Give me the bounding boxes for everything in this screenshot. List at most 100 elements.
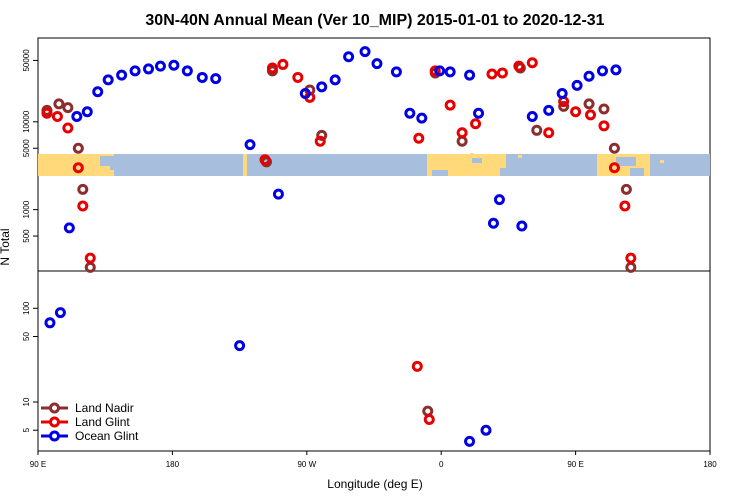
data-point [92,86,104,98]
data-point [470,118,482,130]
data-point [583,70,595,82]
data-point [181,65,193,77]
data-point [516,220,528,232]
map-water [100,156,118,166]
data-point [168,59,180,71]
map-water [250,159,262,167]
x-tick-label: 90 E [567,460,583,469]
data-point [583,98,595,110]
data-point [423,414,435,426]
data-point [625,252,637,264]
data-point [625,261,637,273]
data-point [72,162,84,174]
x-tick-label: 90 W [297,460,316,469]
data-point [416,112,428,124]
chart-title: 30N-40N Annual Mean (Ver 10_MIP) 2015-01… [145,12,604,29]
data-point [570,106,582,118]
data-point [63,222,75,234]
data-point [234,340,246,352]
data-point [62,122,74,134]
map-ocean [38,154,710,176]
data-point [62,102,74,114]
map-water [110,163,122,170]
data-point [316,81,328,93]
data-point [411,360,423,372]
y-tick-label: 50 [22,332,31,341]
map-water [616,157,636,166]
data-point [53,98,65,110]
data-point [585,109,597,121]
data-point [129,65,141,77]
x-tick-label: 90 E [30,460,46,469]
data-point [244,139,256,151]
y-tick-label: 1000 [22,200,31,218]
map-island [660,160,664,163]
data-point [496,67,508,79]
data-point [71,110,83,122]
legend-swatch-marker [49,416,60,428]
y-tick-label: 5000 [22,139,31,157]
data-point [116,69,128,81]
legend-label: Land Glint [75,415,130,429]
data-points [41,46,637,447]
x-tick-label: 0 [439,460,444,469]
x-tick-label: 180 [166,460,180,469]
data-point [343,51,355,63]
data-point [608,142,620,154]
map-island [518,155,522,158]
data-point [81,106,93,118]
map-island [470,153,474,157]
map-land [243,154,247,176]
data-point [277,58,289,70]
map-water [500,168,508,176]
data-point [487,217,499,229]
data-point [292,71,304,83]
data-point [444,99,456,111]
data-point [513,60,525,72]
data-point [558,100,570,112]
data-point [102,74,114,86]
data-point [486,68,498,80]
data-point [608,162,620,174]
y-axis-label: N Total [0,228,12,265]
data-point [422,405,434,417]
data-point [464,69,476,81]
map-water [432,170,448,176]
x-axis: 90 E 180 90 W 0 90 E 180 [30,451,717,469]
data-point [610,64,622,76]
y-tick-label: 10000 [22,110,31,133]
top-y-axis: 500 1000 5000 10000 50000 [22,49,38,243]
data-point [598,120,610,132]
data-point [84,252,96,264]
data-point [444,66,456,78]
data-point [316,129,328,141]
data-point [413,132,425,144]
data-point [531,124,543,136]
data-point [77,183,89,195]
data-point [196,71,208,83]
data-point [259,154,271,166]
data-point [596,65,608,77]
y-tick-label: 5 [22,427,31,432]
data-point [473,107,485,119]
data-point [154,60,166,72]
data-point [371,58,383,70]
data-point [526,57,538,69]
data-point [54,307,66,319]
data-point [493,194,505,206]
data-point [143,63,155,75]
map-island [484,157,489,160]
y-tick-label: 50000 [22,49,31,72]
x-tick-label: 180 [703,460,717,469]
legend-item-ocean-glint: Ocean Glint [41,429,139,443]
data-point [329,74,341,86]
data-point [404,107,416,119]
data-point [456,135,468,147]
y-tick-label: 100 [22,301,31,315]
data-point [464,435,476,447]
data-point [272,188,284,200]
data-point [210,73,222,85]
data-point [543,104,555,116]
legend-swatch-marker [49,402,60,414]
data-point [390,66,402,78]
